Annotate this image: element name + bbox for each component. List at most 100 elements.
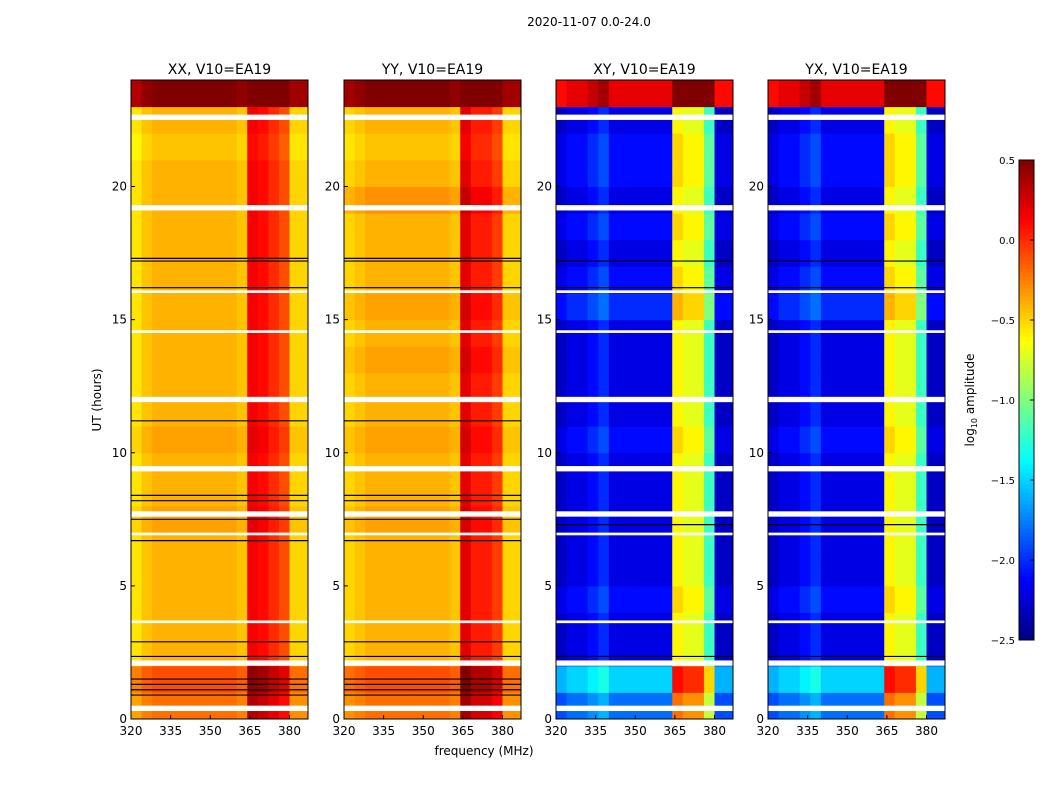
heatmap-cell (236, 399, 248, 427)
heatmap-cell (799, 426, 811, 454)
heatmap-cell (915, 266, 928, 294)
flagged-row (556, 705, 733, 712)
heatmap-cell (915, 559, 928, 587)
heatmap-cell (278, 186, 291, 214)
heatmap-cell (566, 80, 578, 108)
heatmap-cell (629, 665, 642, 693)
colorbar-segment (1019, 340, 1034, 345)
heatmap-cell (810, 293, 822, 321)
heatmap-cell (873, 319, 885, 347)
heatmap-cell (386, 213, 398, 241)
heatmap-cell (884, 159, 896, 187)
heatmap-cell (768, 665, 780, 693)
heatmap-cell (587, 239, 599, 267)
heatmap-cell (365, 426, 377, 454)
heatmap-cell (470, 239, 482, 267)
heatmap-cell (236, 266, 248, 294)
heatmap-cell (651, 106, 663, 134)
heatmap-cell (491, 186, 504, 214)
flagged-row (131, 466, 308, 472)
x-tick-label: 365 (663, 724, 686, 738)
heatmap-cell (863, 319, 875, 347)
flagged-row (768, 511, 945, 517)
heatmap-cell (768, 426, 780, 454)
heatmap-cell (831, 266, 843, 294)
heatmap-cell (131, 372, 143, 400)
heatmap-cell (852, 665, 864, 693)
colorbar-segment (1019, 628, 1034, 633)
heatmap-cell (268, 585, 280, 613)
heatmap-cell (789, 346, 801, 374)
heatmap-cell (884, 532, 896, 560)
heatmap-cell (703, 213, 716, 241)
heatmap-cell (141, 106, 153, 134)
colorbar-segment (1019, 372, 1034, 377)
heatmap-cell (820, 532, 832, 560)
heatmap-cell (396, 213, 408, 241)
heatmap-cell (365, 186, 377, 214)
heatmap-cell (873, 266, 885, 294)
heatmap-cell (884, 293, 896, 321)
heatmap-cell (502, 559, 522, 587)
heatmap-cell (778, 479, 790, 507)
heatmap-cell (417, 532, 430, 560)
heatmap-cell (894, 532, 906, 560)
heatmap-cell (915, 639, 928, 667)
heatmap-cell (268, 479, 280, 507)
heatmap-cell (693, 506, 705, 534)
heatmap-cell (587, 585, 599, 613)
flagged-row (768, 330, 945, 333)
heatmap-cell (449, 532, 461, 560)
heatmap-cell (289, 559, 309, 587)
heatmap-cell (460, 186, 472, 214)
heatmap-cell (173, 319, 185, 347)
heatmap-cell (470, 372, 482, 400)
heatmap-cell (598, 665, 610, 693)
colorbar-segment (1019, 180, 1034, 185)
heatmap-cell (417, 319, 430, 347)
flagged-row (131, 396, 308, 403)
heatmap-cell (863, 639, 875, 667)
heatmap-cell (682, 293, 694, 321)
heatmap-cell (810, 213, 822, 241)
heatmap-cell (428, 133, 440, 161)
heatmap-cell (799, 399, 811, 427)
heatmap-cell (226, 133, 238, 161)
heatmap-cell (703, 239, 716, 267)
heatmap-cell (386, 293, 398, 321)
heatmap-cell (268, 426, 280, 454)
heatmap-cell (396, 559, 408, 587)
heatmap-cell (884, 133, 896, 161)
colorbar-segment (1019, 612, 1034, 617)
heatmap-cell (183, 133, 195, 161)
x-tick-label: 380 (278, 724, 301, 738)
heatmap-cell (608, 612, 620, 640)
heatmap-cell (693, 213, 705, 241)
colorbar-segment (1019, 548, 1034, 553)
colorbar-segment (1019, 348, 1034, 353)
x-tick-label: 335 (159, 724, 182, 738)
flagged-row (768, 205, 945, 211)
colorbar-tick-label: −1.5 (991, 476, 1015, 487)
heatmap-cell (672, 80, 684, 108)
heatmap-cell (651, 612, 663, 640)
heatmap-cell (375, 639, 387, 667)
flagged-row (131, 290, 308, 293)
heatmap-cell (226, 266, 238, 294)
x-axis-label: frequency (MHz) (434, 744, 533, 758)
heatmap-cell (215, 186, 227, 214)
heatmap-cell (204, 426, 217, 454)
heatmap-cell (215, 239, 227, 267)
heatmap-cell (449, 293, 461, 321)
colorbar-segment (1019, 464, 1034, 469)
heatmap-cell (556, 186, 568, 214)
colorbar-segment (1019, 272, 1034, 277)
heatmap-cell (183, 585, 195, 613)
heatmap-cell (278, 559, 291, 587)
x-tick-label: 320 (757, 724, 780, 738)
heatmap-cell (289, 293, 309, 321)
heatmap-cell (375, 80, 387, 108)
heatmap-cell (407, 399, 419, 427)
flagged-row (131, 330, 308, 333)
heatmap-cell (598, 426, 610, 454)
